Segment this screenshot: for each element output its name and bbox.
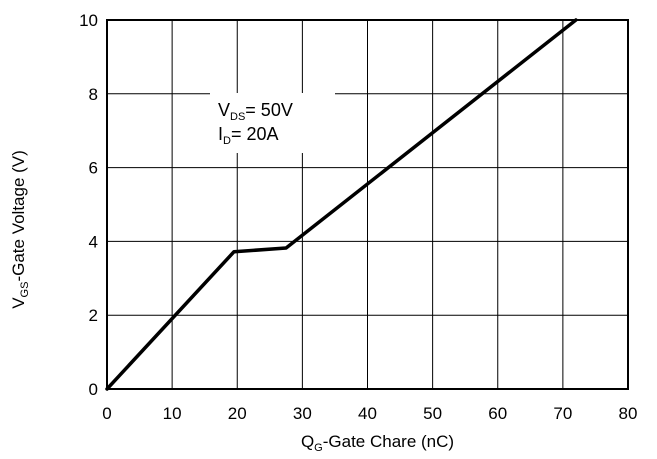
x-tick-label-80: 80 [619, 404, 638, 423]
annotation-id-subscript: D [223, 135, 231, 147]
annotation-id-rest: = 20A [231, 124, 279, 144]
y-tick-label-0: 0 [89, 380, 98, 399]
annotation-background [210, 93, 335, 153]
y-axis-title-subscript: GS [19, 282, 31, 298]
x-tick-labels: 0 10 20 30 40 50 60 70 80 [102, 404, 637, 423]
y-tick-label-6: 6 [89, 159, 98, 178]
annotation-vds-subscript: DS [230, 111, 245, 123]
series-group [105, 18, 578, 391]
y-axis-title: VGS-Gate Voltage (V) [9, 150, 31, 309]
grid-lines [107, 20, 628, 389]
series-line-0 [105, 18, 578, 391]
annotation-id: ID= 20A [218, 124, 279, 147]
x-tick-label-40: 40 [358, 404, 377, 423]
y-tick-label-4: 4 [89, 232, 98, 251]
x-axis-title-subscript: G [314, 442, 323, 454]
plot-frame [106, 19, 629, 390]
x-axis-title-rest: -Gate Chare (nC) [323, 432, 454, 451]
x-tick-label-30: 30 [293, 404, 312, 423]
x-tick-label-10: 10 [163, 404, 182, 423]
x-tick-label-0: 0 [102, 404, 111, 423]
annotation-vds: VDS= 50V [218, 100, 293, 123]
x-tick-label-60: 60 [488, 404, 507, 423]
annotation-box: VDS= 50V ID= 20A [210, 93, 335, 153]
y-tick-label-10: 10 [79, 11, 98, 30]
annotation-vds-rest: = 50V [245, 100, 293, 120]
y-tick-label-8: 8 [89, 85, 98, 104]
y-axis-title-rest: -Gate Voltage (V) [9, 150, 28, 281]
x-axis-title-main: Q [301, 432, 314, 451]
x-tick-label-70: 70 [553, 404, 572, 423]
x-tick-label-20: 20 [228, 404, 247, 423]
annotation-id-main: I [218, 124, 223, 144]
annotation-vds-main: V [218, 100, 230, 120]
x-tick-label-50: 50 [423, 404, 442, 423]
y-tick-labels: 0 2 4 6 8 10 [79, 11, 98, 399]
y-axis-title-main: V [9, 297, 28, 309]
y-tick-label-2: 2 [89, 306, 98, 325]
x-axis-title: QG-Gate Chare (nC) [301, 432, 454, 454]
